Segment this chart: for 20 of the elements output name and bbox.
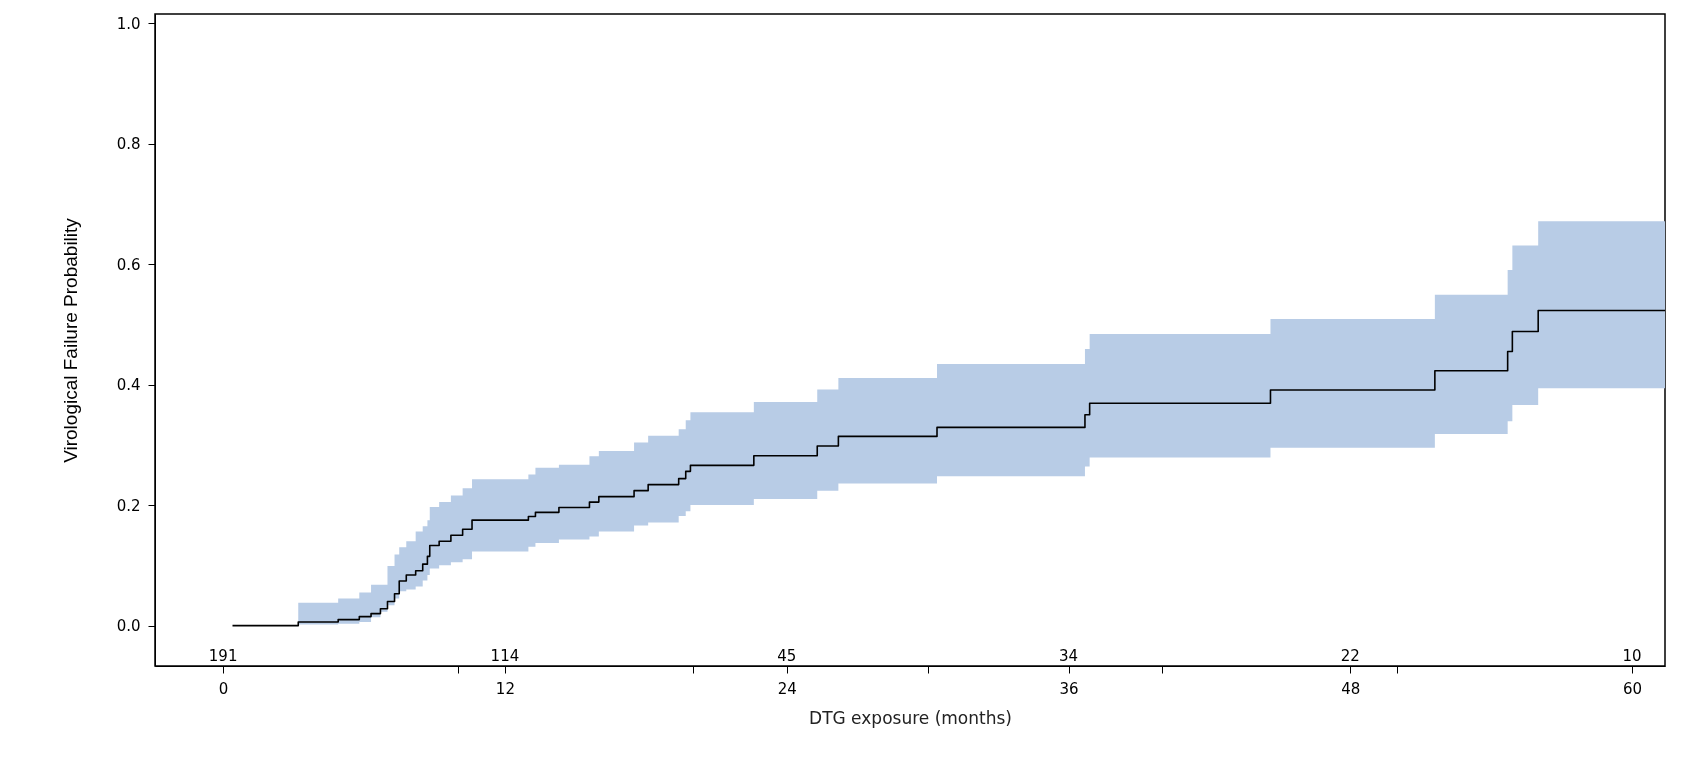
- y-tick-label: 0.8: [116, 135, 141, 154]
- x-tick-label: 60: [1623, 679, 1643, 698]
- x-tick-label: 12: [495, 679, 515, 698]
- annotation: 10: [1622, 647, 1642, 665]
- x-tick-label: 48: [1341, 679, 1361, 698]
- y-tick-label: 0.4: [116, 376, 141, 395]
- annotation: 34: [1058, 647, 1079, 665]
- x-tick-label: 36: [1059, 679, 1079, 698]
- x-axis-title: DTG exposure (months): [809, 707, 1012, 728]
- y-tick-label: 0.0: [116, 617, 141, 636]
- annotation: 45: [777, 647, 797, 665]
- y-tick-label: 0.2: [116, 496, 141, 515]
- x-tick-label: 0: [218, 679, 229, 698]
- y-tick-label: 1.0: [116, 14, 141, 33]
- annotation: 22: [1340, 647, 1360, 665]
- y-axis-title: Virological Failure Probability: [59, 217, 81, 463]
- annotation: 114: [490, 647, 520, 665]
- x-tick-label: 24: [777, 679, 797, 698]
- annotation: 191: [208, 647, 238, 665]
- y-tick-label: 0.6: [116, 255, 141, 274]
